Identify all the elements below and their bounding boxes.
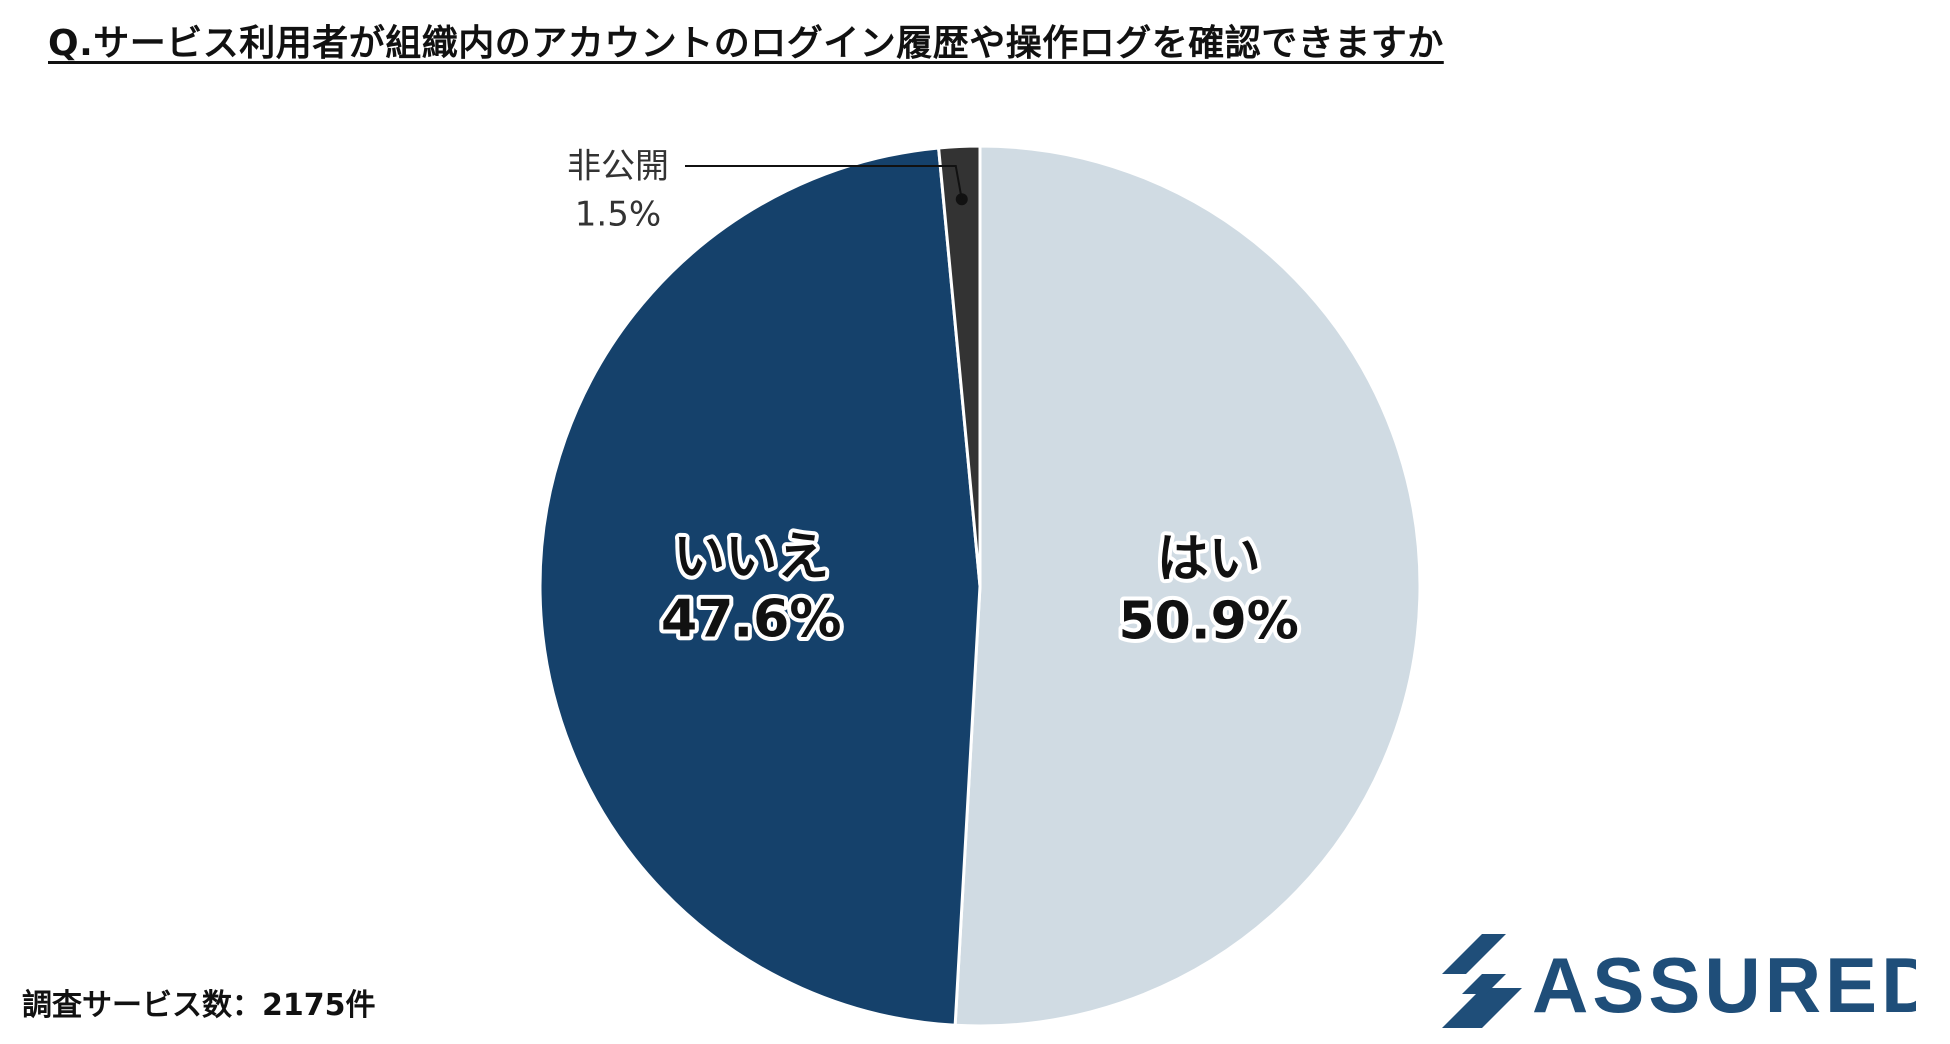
logo-text: ASSURED <box>1532 941 1916 1028</box>
slice-label-0: はい <box>1157 529 1261 589</box>
chart-title: Q.サービス利用者が組織内のアカウントのログイン履歴や操作ログを確認できますか <box>48 23 1444 64</box>
logo-mark-icon <box>1442 934 1522 1028</box>
slice-value-1: 47.6% <box>661 589 841 649</box>
pie-slice-1 <box>538 146 982 1027</box>
survey-count-footnote: 調査サービス数：2175件 <box>22 988 376 1023</box>
pie-slice-0 <box>953 144 1422 1028</box>
pie-slice-2 <box>936 144 982 587</box>
slice-label-1: いいえ <box>673 527 829 587</box>
slice-label-2: 非公開 <box>567 147 669 187</box>
leader-line-2 <box>685 165 963 200</box>
slice-value-2: 1.5% <box>575 195 661 235</box>
slice-value-0: 50.9% <box>1119 591 1299 651</box>
pie-slices <box>538 144 1422 1028</box>
assured-logo: ASSURED <box>1436 928 1937 1032</box>
